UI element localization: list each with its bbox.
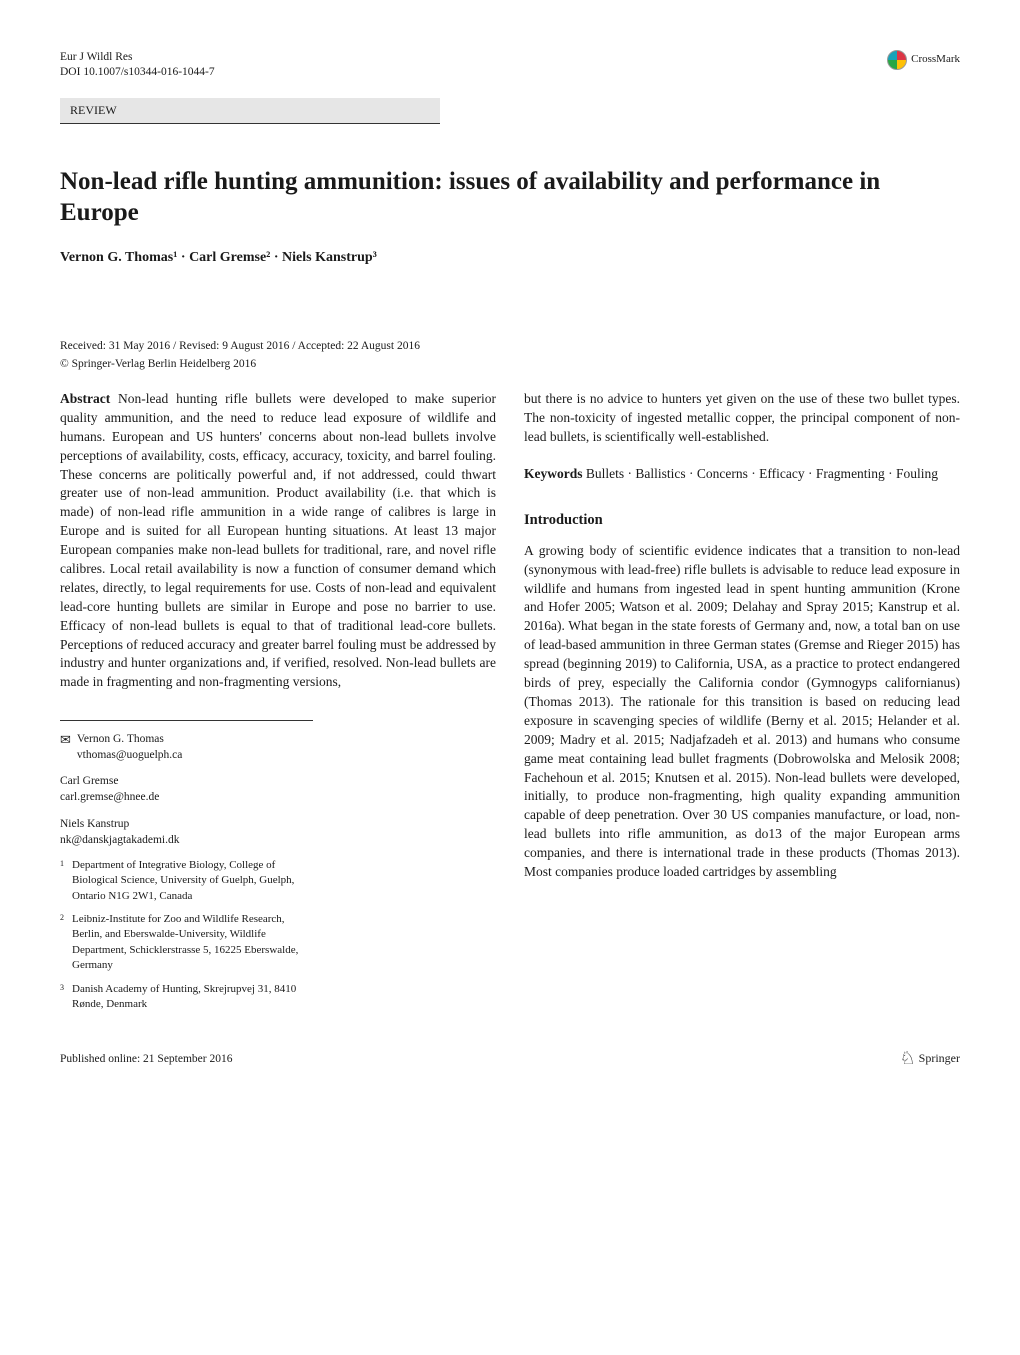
- affil-text: Department of Integrative Biology, Colle…: [72, 858, 313, 904]
- author-info: Carl Gremse carl.gremse@hnee.de: [60, 773, 313, 805]
- springer-logo: ♘ Springer: [900, 1046, 960, 1071]
- right-column: but there is no advice to hunters yet gi…: [524, 390, 960, 1020]
- crossmark-icon: [887, 50, 907, 70]
- article-dates: Received: 31 May 2016 / Revised: 9 Augus…: [60, 338, 960, 354]
- crossmark-badge[interactable]: CrossMark: [887, 50, 960, 70]
- copyright: © Springer-Verlag Berlin Heidelberg 2016: [60, 356, 960, 372]
- page-footer: Published online: 21 September 2016 ♘ Sp…: [60, 1046, 960, 1071]
- author-email: carl.gremse@hnee.de: [60, 789, 313, 805]
- page-header: Eur J Wildl Res DOI 10.1007/s10344-016-1…: [60, 50, 960, 80]
- author-line: Vernon G. Thomas¹ · Carl Gremse² · Niels…: [60, 248, 960, 268]
- corr-author-info: Vernon G. Thomas vthomas@uoguelph.ca: [77, 731, 182, 763]
- keywords-text: Bullets · Ballistics · Concerns · Effica…: [586, 466, 938, 481]
- published-online: Published online: 21 September 2016: [60, 1051, 232, 1067]
- section-label: REVIEW: [60, 98, 440, 124]
- affiliation: 3 Danish Academy of Hunting, Skrejrupvej…: [60, 982, 313, 1013]
- author-info: Niels Kanstrup nk@danskjagtakademi.dk: [60, 816, 313, 848]
- two-column-body: Abstract Non-lead hunting rifle bullets …: [60, 390, 960, 1020]
- springer-icon: ♘: [900, 1046, 916, 1071]
- affiliation: 2 Leibniz-Institute for Zoo and Wildlife…: [60, 912, 313, 974]
- corr-author-email: vthomas@uoguelph.ca: [77, 747, 182, 763]
- affil-text: Danish Academy of Hunting, Skrejrupvej 3…: [72, 982, 313, 1013]
- intro-heading: Introduction: [524, 510, 960, 530]
- affil-text: Leibniz-Institute for Zoo and Wildlife R…: [72, 912, 313, 974]
- crossmark-label: CrossMark: [911, 52, 960, 67]
- left-column: Abstract Non-lead hunting rifle bullets …: [60, 390, 496, 1020]
- abstract-paragraph: Abstract Non-lead hunting rifle bullets …: [60, 390, 496, 692]
- doi-text: DOI 10.1007/s10344-016-1044-7: [60, 65, 215, 80]
- author-name: Niels Kanstrup: [60, 816, 313, 832]
- keywords-label: Keywords: [524, 466, 583, 481]
- affil-number: 2: [60, 912, 64, 974]
- abstract-continuation: but there is no advice to hunters yet gi…: [524, 390, 960, 447]
- envelope-icon: ✉: [60, 731, 71, 763]
- journal-info: Eur J Wildl Res DOI 10.1007/s10344-016-1…: [60, 50, 215, 80]
- springer-text: Springer: [919, 1050, 960, 1067]
- article-title: Non-lead rifle hunting ammunition: issue…: [60, 166, 960, 229]
- corr-author-name: Vernon G. Thomas: [77, 731, 182, 747]
- corresponding-author: ✉ Vernon G. Thomas vthomas@uoguelph.ca: [60, 731, 313, 763]
- author-email: nk@danskjagtakademi.dk: [60, 832, 313, 848]
- journal-name: Eur J Wildl Res: [60, 50, 215, 65]
- author-name: Carl Gremse: [60, 773, 313, 789]
- keywords-paragraph: Keywords Bullets · Ballistics · Concerns…: [524, 465, 960, 484]
- affil-number: 3: [60, 982, 64, 1013]
- abstract-text: Non-lead hunting rifle bullets were deve…: [60, 391, 496, 689]
- affiliation: 1 Department of Integrative Biology, Col…: [60, 858, 313, 904]
- affil-number: 1: [60, 858, 64, 904]
- author-correspondence-block: ✉ Vernon G. Thomas vthomas@uoguelph.ca C…: [60, 720, 313, 1012]
- abstract-label: Abstract: [60, 391, 110, 406]
- intro-text: A growing body of scientific evidence in…: [524, 542, 960, 882]
